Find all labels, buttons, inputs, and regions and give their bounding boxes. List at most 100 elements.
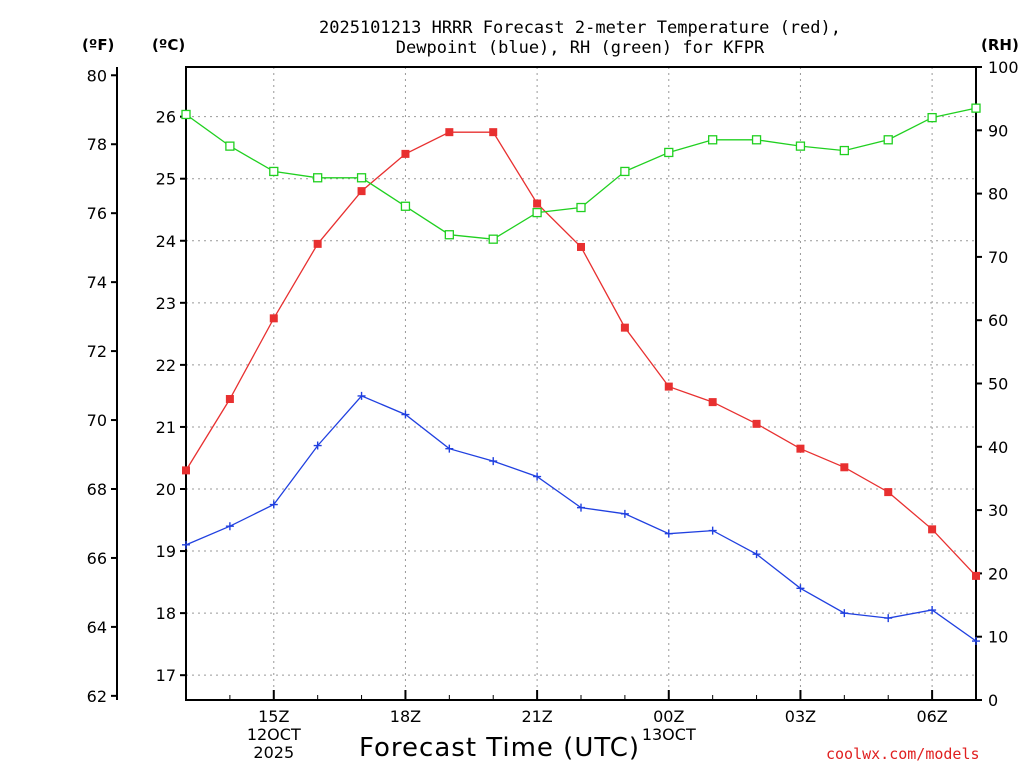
x-tick-label: 00Z (653, 707, 684, 726)
celsius-tick-label: 18 (156, 604, 176, 623)
temperature-point (269, 314, 278, 323)
fahrenheit-tick-label: 62 (87, 687, 107, 706)
chart-title-line-2: Dewpoint (blue), RH (green) for KFPR (395, 38, 765, 58)
temperature-point (182, 466, 190, 475)
rh-tick-label: 50 (988, 375, 1008, 394)
rh-point (313, 173, 323, 183)
rh-axis-unit: (RH) (981, 36, 1019, 54)
dewpoint-point (664, 529, 673, 538)
dewpoint-point (225, 522, 234, 531)
temperature-point (972, 571, 980, 580)
rh-point (576, 202, 586, 213)
rh-point (400, 201, 411, 211)
dewpoint-point (489, 457, 498, 466)
temperature-point (752, 419, 761, 428)
x-tick-label: 21Z (521, 707, 552, 726)
temperature-point (401, 149, 410, 158)
dewpoint-point (357, 391, 366, 400)
dewpoint-point (972, 637, 980, 646)
dewpoint-point (313, 441, 322, 450)
dewpoint-point (884, 614, 893, 623)
rh-tick-label: 60 (988, 311, 1008, 330)
rh-point (883, 135, 893, 145)
dewpoint-point (796, 584, 805, 593)
temperature-point (313, 239, 322, 248)
temperature-point (225, 395, 234, 404)
x-tick-label: 13OCT (642, 725, 696, 744)
series-rh (181, 103, 981, 244)
temperature-point (357, 187, 366, 196)
rh-tick-label: 10 (988, 628, 1008, 647)
rh-tick-label: 90 (988, 121, 1008, 140)
celsius-tick-label: 25 (156, 170, 176, 189)
temperature-point (884, 488, 893, 497)
axes (111, 66, 982, 701)
x-tick-label: 15Z (258, 707, 289, 726)
temperature-point (664, 382, 673, 391)
chart-title-line-1: 2025101213 HRRR Forecast 2-meter Tempera… (319, 18, 841, 38)
temperature-point (708, 398, 717, 407)
celsius-axis-unit: (ºC) (152, 36, 186, 54)
temperature-point (533, 199, 542, 208)
rh-point (839, 145, 849, 156)
x-tick-label: 06Z (916, 707, 947, 726)
celsius-tick-label: 21 (156, 418, 176, 437)
tick-labels: 62 64 66 68 70 72 74 76 78 80 17 18 19 20 21 22 23 24 25 26… (87, 58, 1019, 762)
fahrenheit-tick-label: 70 (87, 411, 107, 430)
dewpoint-point (533, 472, 542, 481)
dewpoint-point (401, 410, 410, 419)
dewpoint-point (928, 606, 937, 615)
rh-point (225, 141, 235, 151)
temperature-point (577, 242, 585, 251)
fahrenheit-tick-label: 80 (87, 66, 107, 85)
temperature-point (928, 525, 937, 534)
dewpoint-point (269, 500, 278, 509)
fahrenheit-tick-label: 66 (87, 549, 107, 568)
fahrenheit-tick-label: 76 (87, 204, 107, 223)
dewpoint-point (752, 550, 761, 559)
x-tick-label: 18Z (390, 707, 421, 726)
rh-tick-label: 70 (988, 248, 1008, 267)
celsius-tick-label: 17 (156, 666, 176, 685)
temperature-point (489, 128, 498, 137)
dewpoint-point (620, 509, 629, 518)
fahrenheit-tick-label: 78 (87, 135, 107, 154)
rh-tick-label: 100 (988, 58, 1019, 77)
rh-tick-label: 20 (988, 564, 1008, 583)
rh-tick-label: 30 (988, 501, 1008, 520)
fahrenheit-tick-label: 64 (87, 618, 107, 637)
chart-title: 2025101213 HRRR Forecast 2-meter Tempera… (200, 18, 960, 58)
rh-point (620, 166, 630, 177)
celsius-tick-label: 20 (156, 480, 176, 499)
dewpoint-point (577, 503, 585, 512)
temperature-point (796, 444, 805, 453)
rh-point (971, 103, 981, 113)
dewpoint-point (708, 526, 717, 535)
rh-tick-label: 80 (988, 185, 1008, 204)
celsius-tick-label: 22 (156, 356, 176, 375)
plot-frame (185, 66, 977, 701)
rh-point (269, 166, 279, 177)
celsius-tick-label: 24 (156, 232, 176, 251)
rh-point (356, 173, 367, 183)
dewpoint-point (182, 540, 190, 549)
rh-point (751, 135, 762, 145)
rh-point (181, 109, 191, 120)
data-series (181, 103, 981, 646)
celsius-tick-label: 23 (156, 294, 176, 313)
fahrenheit-tick-label: 72 (87, 342, 107, 361)
rh-point (444, 230, 454, 240)
fahrenheit-axis-unit: (ºF) (82, 36, 115, 54)
series-line-rh (185, 107, 977, 240)
temperature-point (840, 463, 849, 472)
rh-point (708, 135, 718, 145)
series-temperature (182, 128, 980, 580)
rh-tick-label: 40 (988, 438, 1008, 457)
series-line-dewpoint (185, 395, 977, 642)
x-tick-label: 03Z (785, 707, 816, 726)
fahrenheit-tick-label: 74 (87, 273, 107, 292)
rh-tick-label: 0 (988, 691, 998, 710)
x-axis-title: Forecast Time (UTC) (359, 733, 641, 763)
rh-point (488, 234, 498, 244)
credit-link[interactable]: coolwx.com/models (826, 745, 980, 763)
